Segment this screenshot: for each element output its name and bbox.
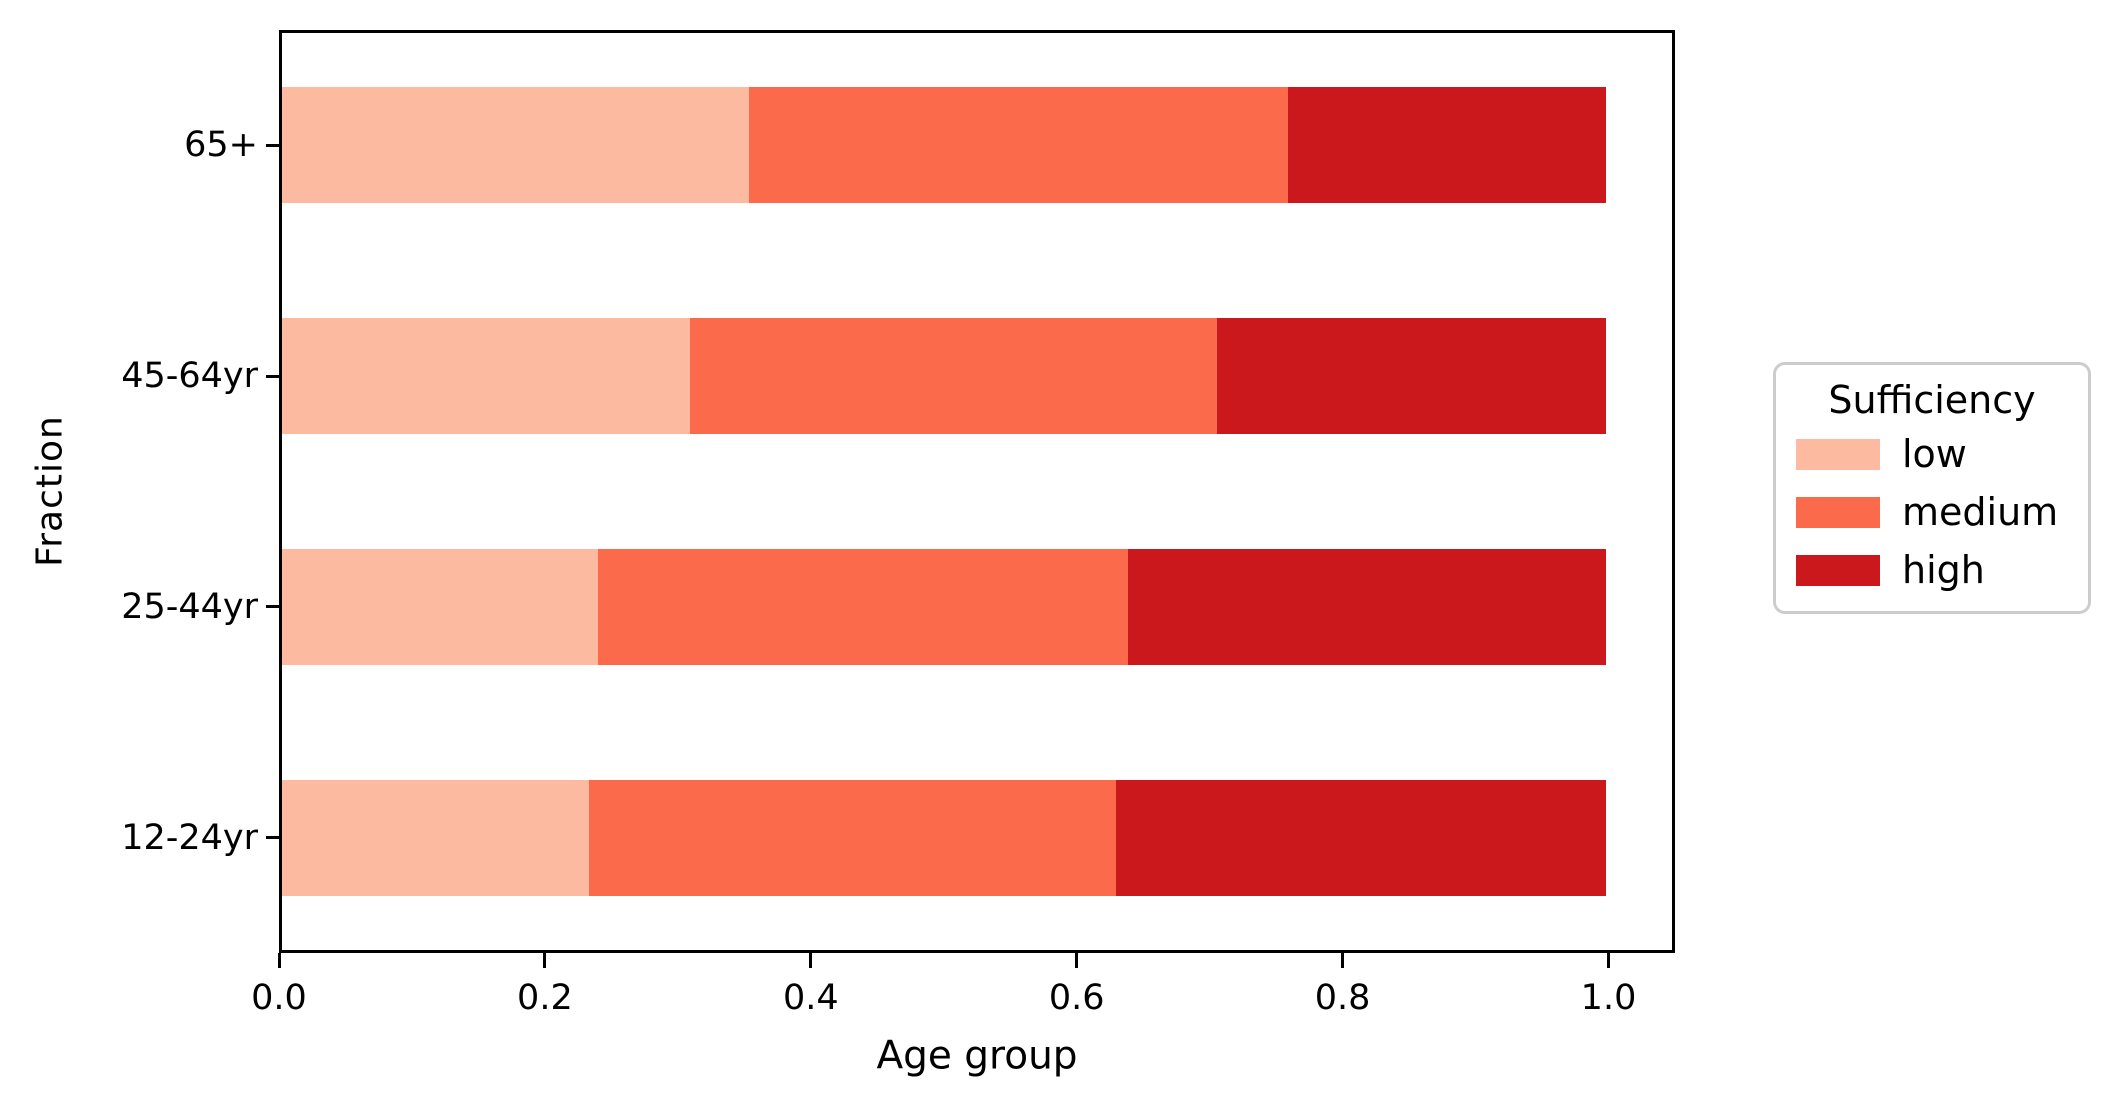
x-tick-mark <box>1341 953 1345 968</box>
legend-entry-medium: medium <box>1796 483 2068 541</box>
legend-title: Sufficiency <box>1828 378 2036 422</box>
bar-row-45-64yr <box>282 318 1672 435</box>
legend-label: low <box>1902 432 1967 476</box>
legend-swatch-high <box>1796 554 1880 586</box>
x-tick-label: 0.6 <box>1048 978 1105 1018</box>
legend-entries: low medium high <box>1796 425 2068 599</box>
y-tick-mark <box>266 836 279 840</box>
bar-row-12-24yr <box>282 779 1672 896</box>
legend-swatch-medium <box>1796 496 1880 528</box>
x-tick-mark <box>809 953 813 968</box>
bar-segment-low <box>282 779 590 896</box>
x-tick-label: 1.0 <box>1580 978 1637 1018</box>
x-tick-mark <box>1607 953 1611 968</box>
y-tick-mark <box>266 605 279 609</box>
bar-segment-low <box>282 87 750 204</box>
bar-segment-low <box>282 548 599 665</box>
x-tick-label: 0.2 <box>517 978 573 1018</box>
y-tick-mark <box>266 143 279 147</box>
plot-area <box>279 30 1675 953</box>
bar-segment-medium <box>689 318 1217 435</box>
bar-row-65+ <box>282 87 1672 204</box>
x-tick-label: 0.8 <box>1314 978 1371 1018</box>
bar-segment-medium <box>598 548 1128 665</box>
legend: Sufficiency low medium high <box>1773 362 2091 614</box>
bar-segment-high <box>1116 779 1606 896</box>
bar-segment-high <box>1216 318 1606 435</box>
legend-entry-high: high <box>1796 541 2068 599</box>
y-tick-label: 45-64yr <box>121 356 258 397</box>
x-axis-label: Age group <box>876 1033 1078 1079</box>
bar-segment-medium <box>749 87 1289 204</box>
x-tick-mark <box>277 953 281 968</box>
legend-label: medium <box>1902 490 2059 534</box>
x-tick-label: 0.4 <box>782 978 839 1018</box>
y-tick-label: 12-24yr <box>121 817 258 858</box>
y-axis-label: Fraction <box>29 415 71 567</box>
legend-label: high <box>1902 548 1985 592</box>
bar-row-25-44yr <box>282 548 1672 665</box>
x-tick-mark <box>543 953 547 968</box>
y-tick-label: 25-44yr <box>121 586 258 627</box>
bar-segment-high <box>1127 548 1606 665</box>
x-tick-mark <box>1075 953 1079 968</box>
x-tick-label: 0.0 <box>251 978 307 1018</box>
y-tick-label: 65+ <box>184 125 258 166</box>
y-tick-mark <box>266 374 279 378</box>
legend-swatch-low <box>1796 438 1880 470</box>
bar-segment-low <box>282 318 690 435</box>
legend-entry-low: low <box>1796 425 2068 483</box>
bar-segment-medium <box>589 779 1116 896</box>
bar-segment-high <box>1288 87 1606 204</box>
